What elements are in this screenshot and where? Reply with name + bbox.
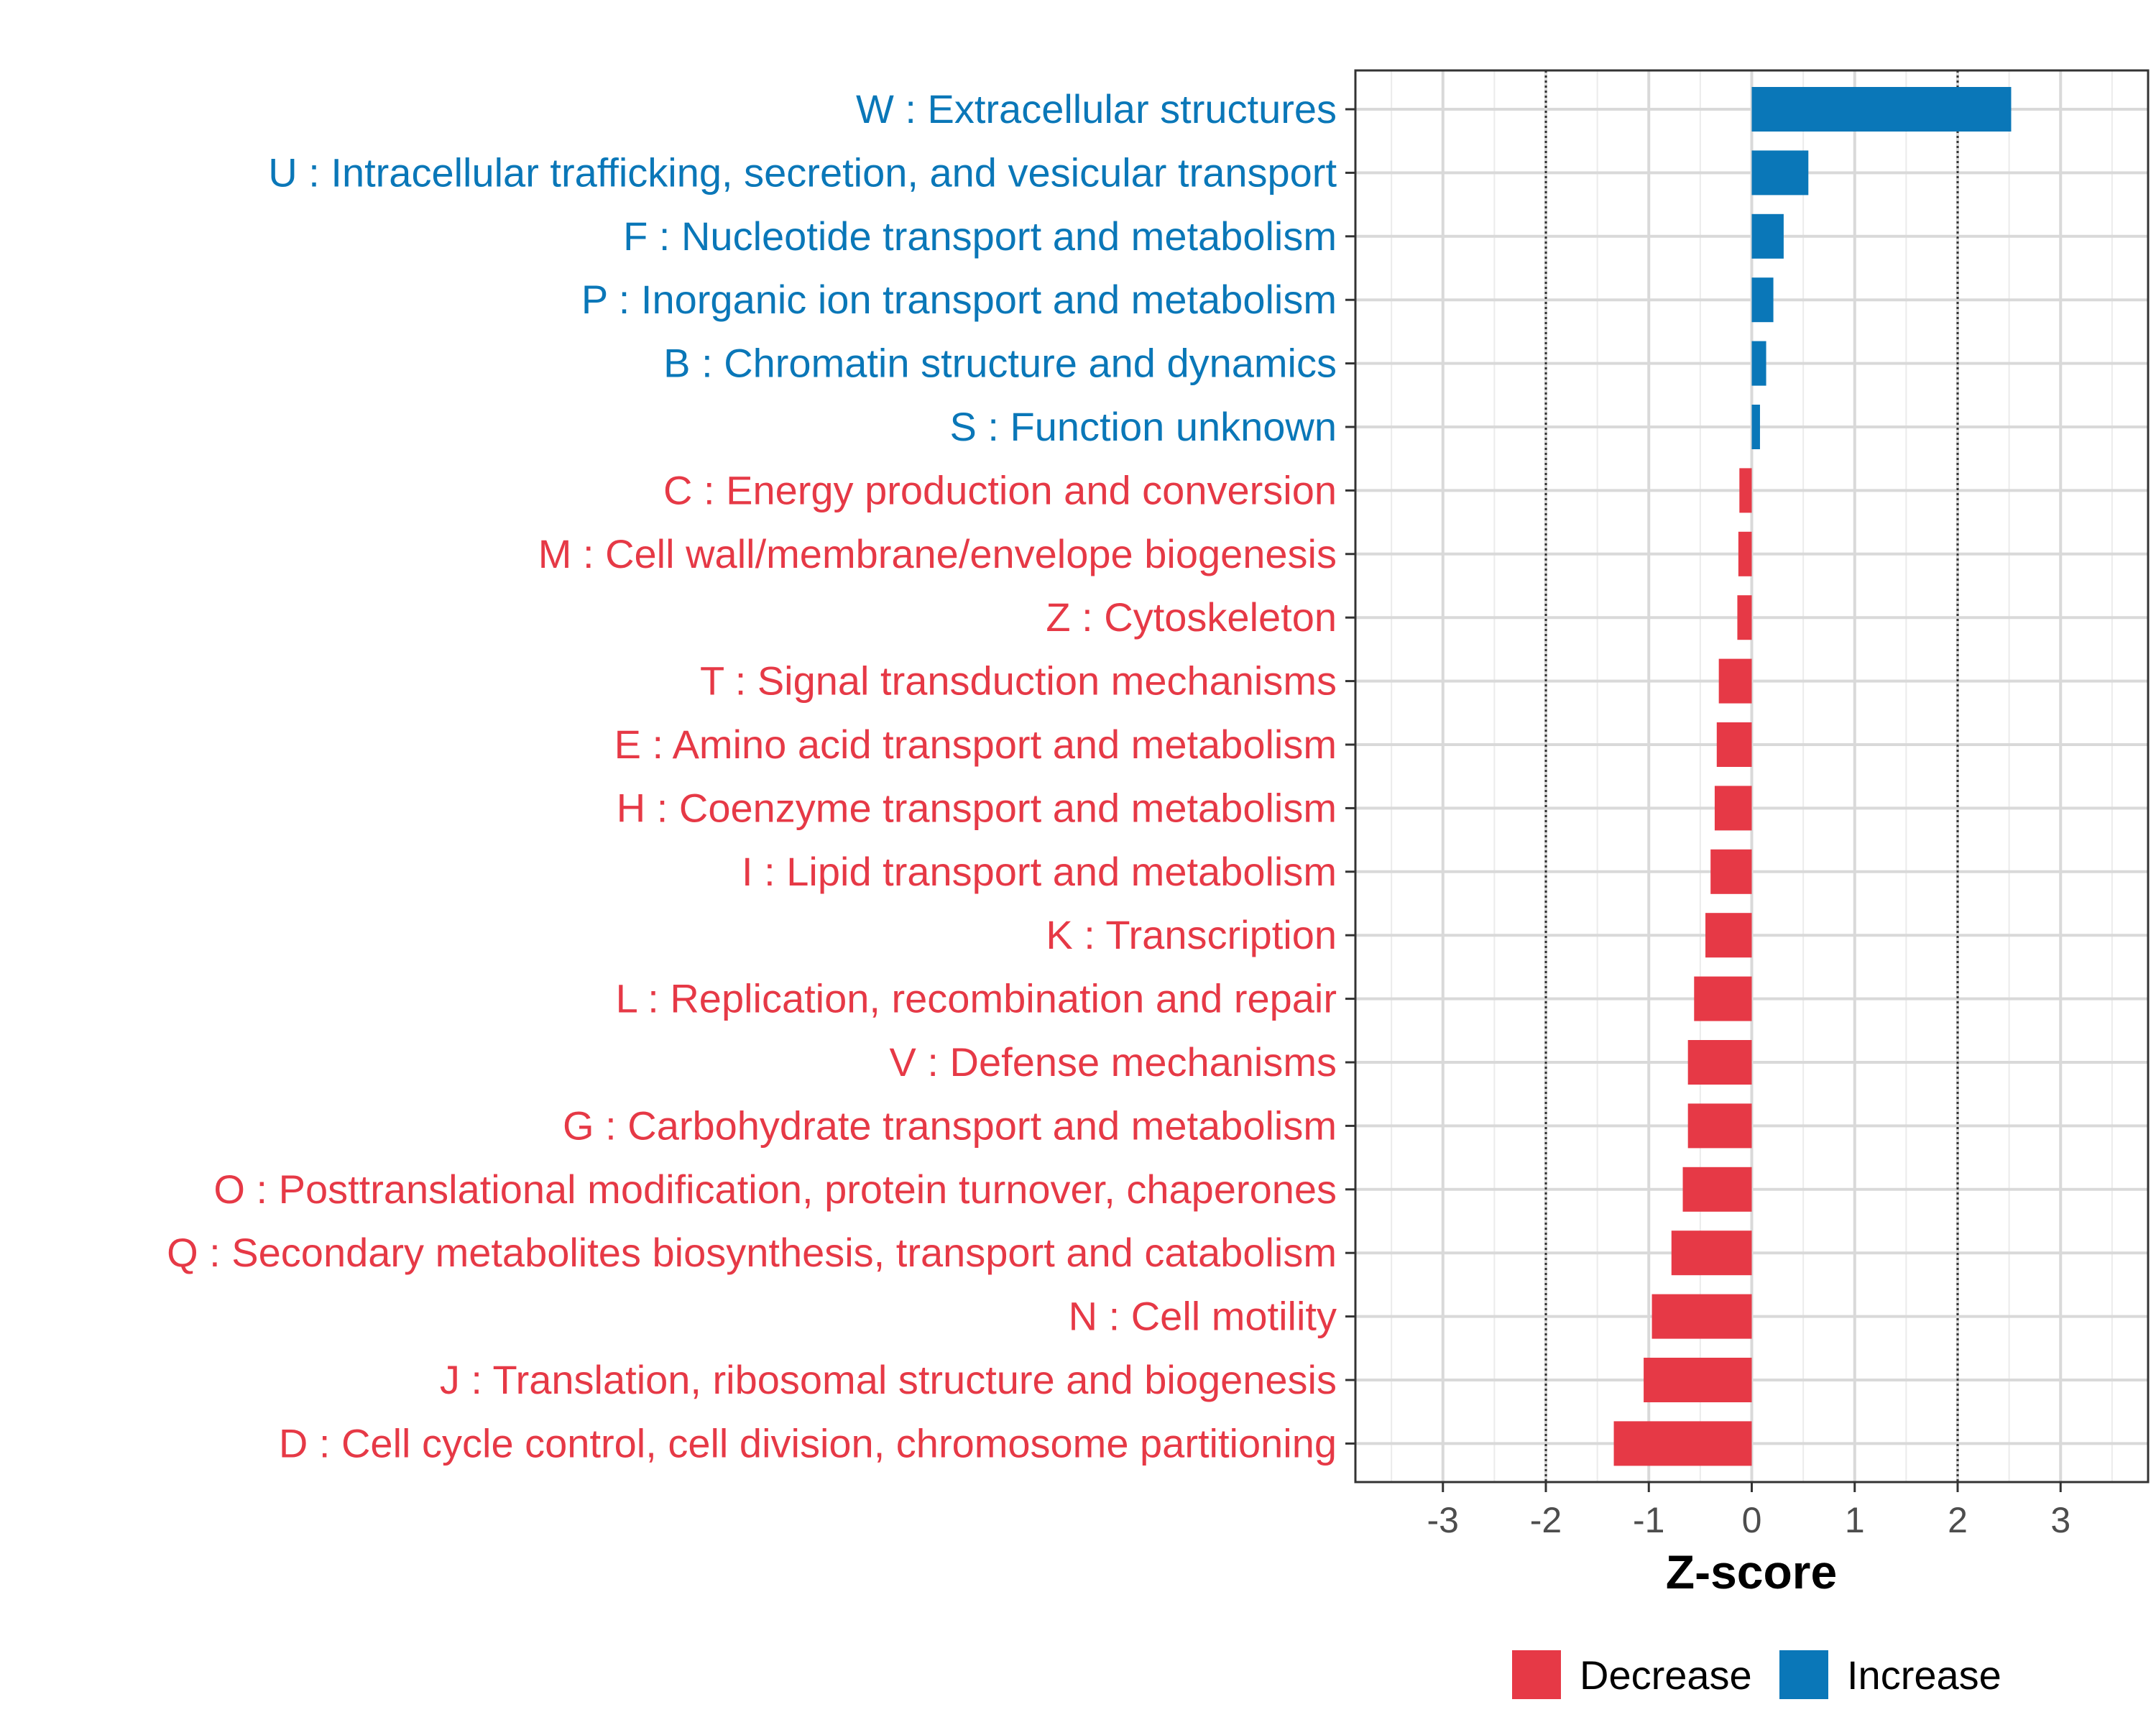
legend-swatch-decrease <box>1512 1650 1561 1699</box>
bar <box>1751 341 1766 386</box>
x-axis-ticks <box>1442 1482 2062 1492</box>
x-tick-label: 1 <box>1845 1500 1865 1540</box>
bar <box>1705 913 1752 958</box>
bar <box>1687 1040 1752 1085</box>
category-label: Z : Cytoskeleton <box>1046 594 1337 640</box>
category-label: M : Cell wall/membrane/envelope biogenes… <box>538 531 1337 576</box>
category-label: Q : Secondary metabolites biosynthesis, … <box>167 1230 1337 1275</box>
bar <box>1751 87 2012 132</box>
category-label: N : Cell motility <box>1069 1294 1337 1339</box>
bar <box>1718 658 1752 704</box>
bar <box>1710 849 1752 894</box>
category-label: K : Transcription <box>1046 912 1337 957</box>
category-label: T : Signal transduction mechanisms <box>700 658 1337 704</box>
legend-label-decrease: Decrease <box>1580 1652 1752 1698</box>
y-axis-ticks <box>1345 108 1355 1445</box>
bar <box>1751 213 1784 259</box>
category-label: H : Coenzyme transport and metabolism <box>617 785 1337 830</box>
bar <box>1714 786 1752 831</box>
category-label: O : Posttranslational modification, prot… <box>213 1167 1337 1212</box>
x-tick-label: -1 <box>1633 1500 1664 1540</box>
category-label: P : Inorganic ion transport and metaboli… <box>581 277 1337 322</box>
legend-label-increase: Increase <box>1847 1652 2001 1698</box>
category-label: C : Energy production and conversion <box>663 467 1337 512</box>
category-label: W : Extracellular structures <box>856 86 1337 132</box>
y-axis-category-labels: W : Extracellular structures U : Intracel… <box>167 86 1337 1466</box>
category-label: J : Translation, ribosomal structure and… <box>440 1357 1337 1402</box>
x-tick-label: -3 <box>1427 1500 1459 1540</box>
bar <box>1751 277 1774 323</box>
category-label: B : Chromatin structure and dynamics <box>663 341 1337 386</box>
reference-lines <box>1544 70 1959 1482</box>
x-tick-label: 0 <box>1742 1500 1762 1540</box>
category-label: D : Cell cycle control, cell division, c… <box>279 1420 1337 1466</box>
x-axis-title: Z-score <box>1666 1545 1837 1598</box>
category-label: I : Lipid transport and metabolism <box>742 849 1337 894</box>
bar <box>1751 405 1760 449</box>
bar <box>1739 468 1752 513</box>
bar <box>1682 1167 1752 1212</box>
bar <box>1737 595 1752 640</box>
bar <box>1716 722 1752 767</box>
x-tick-label: -2 <box>1530 1500 1562 1540</box>
bar <box>1613 1421 1752 1466</box>
bars-layer <box>1613 87 2012 1466</box>
bar <box>1687 1103 1752 1149</box>
bar <box>1751 150 1809 196</box>
legend: Decrease Increase <box>1512 1650 2001 1699</box>
bar <box>1738 531 1752 576</box>
x-tick-label: 3 <box>2050 1500 2070 1540</box>
category-label: E : Amino acid transport and metabolism <box>614 722 1337 767</box>
category-label: S : Function unknown <box>949 404 1337 449</box>
bar <box>1651 1294 1752 1339</box>
x-tick-label: 2 <box>1948 1500 1968 1540</box>
category-label: L : Replication, recombination and repai… <box>616 976 1337 1021</box>
legend-swatch-increase <box>1779 1650 1828 1699</box>
category-label: F : Nucleotide transport and metabolism <box>623 213 1337 259</box>
bar <box>1644 1358 1752 1402</box>
category-label: U : Intracellular trafficking, secretion… <box>268 150 1337 195</box>
category-label: G : Carbohydrate transport and metabolis… <box>563 1103 1337 1148</box>
category-label: V : Defense mechanisms <box>890 1039 1337 1085</box>
bar <box>1671 1230 1752 1276</box>
bar <box>1694 976 1752 1021</box>
x-axis-tick-labels: -3 -2 -1 0 1 2 3 <box>1427 1500 2071 1540</box>
